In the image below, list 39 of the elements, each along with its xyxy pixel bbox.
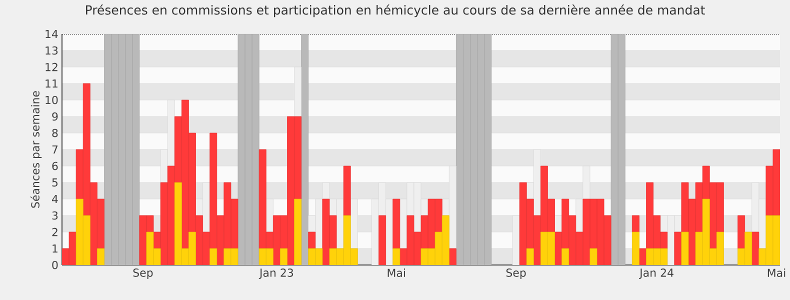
bar [632, 232, 640, 265]
y-tick-label: 8 [52, 128, 58, 138]
bar [681, 232, 689, 265]
bar [210, 248, 218, 265]
y-tick-label: 11 [46, 79, 58, 88]
x-tick-label: Mai [388, 268, 405, 278]
bar [280, 248, 288, 265]
y-tick-label: 5 [52, 178, 58, 187]
bar [738, 215, 746, 249]
y-tick-label: 6 [52, 162, 58, 170]
y-tick-label: 10 [46, 96, 58, 104]
bar [301, 34, 309, 265]
y-tick-label: 9 [52, 112, 58, 121]
y-axis-title: Séances par semaine [30, 91, 42, 208]
y-tick-label: 13 [46, 46, 58, 55]
x-tick-label: Sep [506, 268, 526, 279]
y-tick-label: 7 [52, 145, 58, 154]
chart-title: Présences en commissions et participation en hémicycle au cours de sa dernière année de mandat [86, 4, 705, 18]
bar [294, 198, 302, 265]
bar [392, 248, 400, 265]
y-tick-label: 12 [46, 62, 58, 72]
x-tick-label: Sep [133, 268, 153, 279]
x-tick-label: Jan 24 [639, 268, 674, 279]
bar [590, 248, 598, 265]
y-tick-label: 14 [46, 30, 58, 38]
y-tick-label: 3 [52, 211, 58, 220]
x-tick-label: Jan 23 [258, 268, 294, 279]
bar [378, 215, 386, 265]
bar [392, 198, 400, 249]
y-tick-label: 4 [52, 194, 58, 204]
bar [562, 248, 570, 265]
bar [674, 232, 682, 265]
bar [97, 248, 104, 265]
bar [343, 166, 351, 216]
x-tick-label: Mai [768, 268, 786, 278]
y-tick-label: 2 [52, 228, 58, 236]
y-tick-label: 0 [52, 260, 58, 270]
bar [526, 248, 534, 265]
y-tick-label: 1 [52, 244, 58, 253]
